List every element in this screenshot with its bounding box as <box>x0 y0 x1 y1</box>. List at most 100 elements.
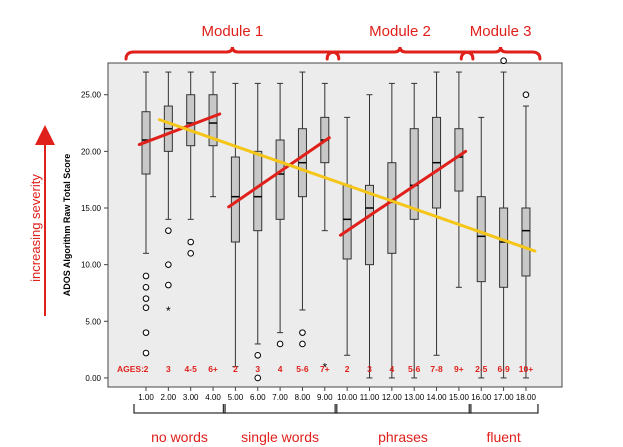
outlier-point <box>142 272 150 280</box>
age-label: 3 <box>255 364 260 374</box>
box-iqr <box>409 128 419 220</box>
group-label: fluent <box>486 429 520 445</box>
x-tick-label: 13.00 <box>404 393 425 402</box>
age-label: 7+ <box>320 364 330 374</box>
box-iqr <box>521 207 531 277</box>
x-tick-label: 7.00 <box>272 393 288 402</box>
age-label: 5-6 <box>296 364 309 374</box>
age-label: 9+ <box>454 364 464 374</box>
box-iqr <box>387 162 397 254</box>
outlier-point <box>142 329 150 336</box>
age-label: 2 <box>233 364 238 374</box>
age-label: 3 <box>166 364 171 374</box>
increasing-severity-label: increasing severity <box>28 174 43 282</box>
box-plot-17 <box>499 71 509 379</box>
age-label: 3 <box>367 364 372 374</box>
group-bracket <box>334 404 472 414</box>
box-plot-8 <box>297 71 307 311</box>
box-iqr <box>186 94 196 147</box>
fit-line-module1-no-words <box>137 112 222 147</box>
outlier-point <box>165 227 172 234</box>
outlier-point <box>254 374 262 382</box>
box-plot-18 <box>521 105 531 379</box>
age-label: 6-9 <box>497 364 510 374</box>
x-tick-label: 2.00 <box>161 393 177 402</box>
x-tick-label: 11.00 <box>360 393 380 402</box>
y-tick-label: 15.00 <box>81 204 102 213</box>
plot-frame <box>107 62 563 388</box>
box-plot-11 <box>365 94 374 379</box>
age-label: 7-8 <box>430 364 443 374</box>
group-bracket <box>222 404 338 414</box>
outlier-point <box>299 340 306 348</box>
ages-label: AGES: <box>117 364 144 374</box>
outlier-point <box>142 284 150 291</box>
age-label: 2-5 <box>475 364 488 374</box>
age-label: 2 <box>144 364 149 374</box>
group-bracket <box>133 404 226 414</box>
age-label: 4-5 <box>185 364 198 374</box>
box-plot-12 <box>387 82 397 379</box>
y-tick-label: 5.00 <box>85 317 101 326</box>
outlier-point <box>254 351 262 359</box>
box-plot-3 <box>186 71 196 220</box>
box-plot-14 <box>432 71 442 356</box>
age-label: 6+ <box>208 364 218 374</box>
x-tick-label: 1.00 <box>138 393 154 402</box>
y-tick-label: 0.00 <box>85 374 101 383</box>
box-plot-2 <box>163 71 173 220</box>
x-tick-label: 16.00 <box>471 393 492 402</box>
box-iqr <box>365 184 374 266</box>
box-iqr <box>208 94 218 147</box>
y-tick-label: 25.00 <box>81 91 102 100</box>
box-iqr <box>342 184 352 260</box>
module-brace <box>325 46 475 61</box>
age-label: 10+ <box>519 364 533 374</box>
x-tick-label: 10.00 <box>337 393 358 402</box>
fit-line-module1-single-words <box>227 136 331 209</box>
x-tick-label: 12.00 <box>382 393 403 402</box>
x-tick-label: 9.00 <box>317 393 333 402</box>
x-tick-label: 17.00 <box>494 393 515 402</box>
x-tick-label: 3.00 <box>183 393 199 402</box>
age-label: 4 <box>389 364 394 374</box>
module-label: Module 3 <box>470 23 532 40</box>
x-tick-label: 8.00 <box>295 393 311 402</box>
group-bracket <box>468 404 539 414</box>
x-tick-label: 5.00 <box>228 393 244 402</box>
box-iqr <box>253 150 263 232</box>
group-label: phrases <box>378 429 428 445</box>
module-label: Module 2 <box>369 23 431 40</box>
outlier-point <box>299 329 306 336</box>
box-iqr <box>499 207 509 288</box>
module-brace <box>124 46 341 61</box>
y-tick-label: 10.00 <box>81 261 102 270</box>
group-label: single words <box>241 429 319 445</box>
module-label: Module 1 <box>202 23 264 40</box>
y-axis-label: ADOS Algorithm Raw Total Score <box>62 154 72 297</box>
x-tick-label: 15.00 <box>449 393 470 402</box>
module-brace <box>459 46 542 61</box>
x-tick-label: 18.00 <box>516 393 537 402</box>
x-tick-label: 4.00 <box>205 393 221 402</box>
box-plot-7 <box>275 82 285 334</box>
box-iqr <box>454 128 464 192</box>
fit-line-overall <box>157 118 537 253</box>
outlier-point <box>500 57 507 65</box>
x-tick-label: 14.00 <box>427 393 448 402</box>
x-tick-label: 6.00 <box>250 393 266 402</box>
fit-line-module2-phrases <box>338 149 468 237</box>
box-iqr <box>476 196 486 283</box>
outlier-point <box>142 304 150 311</box>
age-label: 5-6 <box>408 364 421 374</box>
outlier-point <box>165 281 172 289</box>
box-plot-16 <box>476 116 486 379</box>
outlier-point <box>187 250 194 257</box>
age-label: 4 <box>278 364 283 374</box>
age-label: 2 <box>345 364 350 374</box>
outlier-point <box>276 340 284 348</box>
outlier-star: * <box>322 361 327 375</box>
group-label: no words <box>151 429 208 445</box>
outlier-point <box>142 295 150 302</box>
